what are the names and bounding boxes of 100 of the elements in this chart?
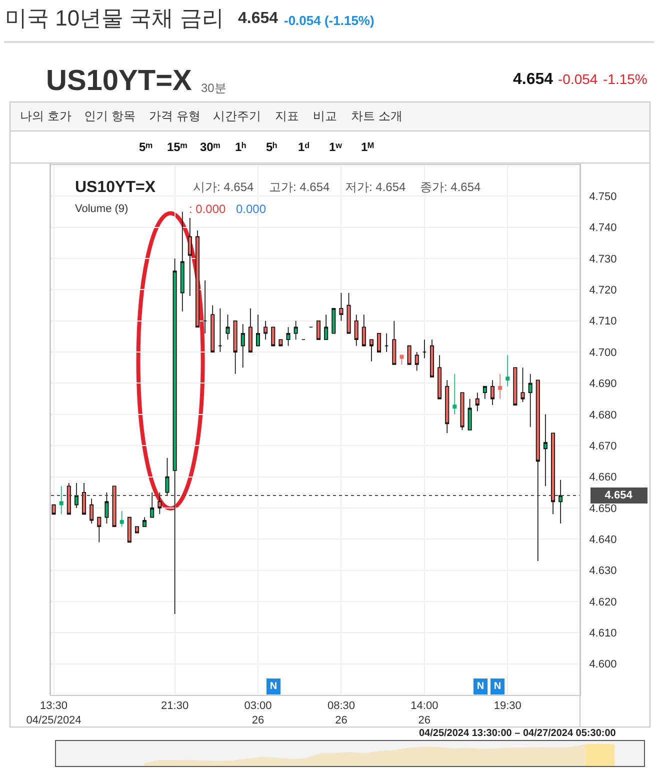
text: US10YT=X <box>46 65 193 97</box>
candlestick <box>165 458 170 496</box>
x-tick-label: 14:00 26 <box>410 700 438 726</box>
annotation: US10YT=X <box>75 179 156 196</box>
candlestick <box>248 308 252 352</box>
candlestick <box>316 320 321 340</box>
annotation: Volume (9) <box>75 203 128 215</box>
annotation: N <box>494 681 502 692</box>
y-tick-label: 4.600 <box>589 658 617 671</box>
candlestick <box>414 352 419 372</box>
candlestick <box>558 479 563 524</box>
candlestick <box>286 326 290 346</box>
candlestick <box>377 332 382 352</box>
candlestick <box>475 392 480 412</box>
candlestick <box>97 516 102 543</box>
candlestick <box>52 504 56 515</box>
candlestick <box>346 292 351 334</box>
y-tick-label: 4.750 <box>589 191 617 204</box>
candlestick <box>112 486 116 528</box>
chart-title: 미국 10년물 국채 금리 <box>5 6 224 31</box>
candlestick <box>90 498 94 524</box>
candlestick <box>536 380 540 562</box>
text: 가격 유형 <box>149 109 200 123</box>
candlestick <box>430 339 434 378</box>
y-tick-label: 4.650 <box>589 502 617 515</box>
candlestick <box>256 314 260 346</box>
text: 4.654 <box>238 10 278 27</box>
candlestick <box>332 308 336 334</box>
text: 5ᵐ <box>139 140 153 154</box>
text: 15ᵐ <box>167 140 188 154</box>
candlestick <box>520 367 525 402</box>
text: -1.15% <box>603 71 648 87</box>
candlestick <box>158 492 162 515</box>
candlestick <box>210 304 215 352</box>
annotation: 0.000 <box>236 202 266 216</box>
x-tick-label: 13:30 04/25/2024 <box>26 700 82 726</box>
x-tick-label: 03:00 26 <box>244 700 272 726</box>
candlestick <box>445 380 450 434</box>
y-tick-label: 4.610 <box>589 628 617 640</box>
y-tick-label: 4.640 <box>589 534 617 546</box>
annotation: N <box>476 681 484 692</box>
candlestick <box>384 332 389 352</box>
y-tick-label: 4.740 <box>589 222 617 234</box>
y-tick-label: 4.730 <box>589 253 617 266</box>
text: 4.654 <box>513 71 554 88</box>
annotation: N <box>270 681 278 692</box>
y-tick-label: 4.720 <box>589 284 617 297</box>
y-tick-label: 4.710 <box>589 316 617 328</box>
candlestick <box>142 516 147 528</box>
candlestick <box>150 492 154 518</box>
candlestick <box>196 230 200 328</box>
candlestick <box>452 373 457 415</box>
annotation: 저가: 4.654 <box>345 180 406 194</box>
candlestick <box>482 386 487 400</box>
candlestick <box>513 367 518 406</box>
candlestick <box>294 320 298 340</box>
candlestick <box>233 320 238 374</box>
x-tick-label: 08:30 26 <box>327 700 355 726</box>
candlestick <box>490 380 494 406</box>
text: -0.054 <box>558 71 598 87</box>
text: 1ʷ <box>329 140 343 154</box>
x-tick-label: 19:30 <box>494 700 522 712</box>
text: 1ᵈ <box>298 140 310 154</box>
text: 나의 호가 <box>20 109 72 123</box>
candlestick <box>422 339 426 359</box>
candlestick <box>438 354 442 400</box>
candlestick <box>74 482 78 508</box>
candlestick <box>180 211 184 312</box>
candlestick <box>354 314 358 346</box>
ref-line-label: 4.654 <box>604 490 634 502</box>
candlestick <box>59 486 64 515</box>
candlestick <box>226 314 230 340</box>
annotation: 시가: 4.654 <box>193 180 254 194</box>
chart-title: 04/25/2024 13:30:00 – 04/27/2024 05:30:00 <box>419 728 616 739</box>
candlestick <box>120 510 124 528</box>
text: 지표 <box>275 109 299 123</box>
candlestick <box>407 345 412 365</box>
candlestick <box>392 320 396 365</box>
candlestick <box>543 414 548 487</box>
annotation: : 0.000 <box>189 202 226 216</box>
candlestick <box>278 339 283 346</box>
candlestick <box>551 432 556 515</box>
text: 시간주기 <box>213 109 261 123</box>
text: 차트 소개 <box>351 109 402 123</box>
candlestick <box>66 482 71 515</box>
annotation: 종가: 4.654 <box>420 180 482 194</box>
y-tick-label: 4.700 <box>589 346 617 359</box>
text: 1ʰ <box>235 140 247 154</box>
y-tick-label: 4.690 <box>589 378 617 390</box>
x-tick-label: 21:30 <box>161 700 189 712</box>
candlestick <box>188 218 192 296</box>
candlestick <box>218 308 222 352</box>
candlestick <box>468 398 472 430</box>
candlestick <box>240 324 245 368</box>
candlestick <box>339 292 344 322</box>
text: 30ᵐ <box>200 140 220 154</box>
candlestick <box>528 373 532 428</box>
text: 1ᴹ <box>361 140 374 154</box>
candlestick <box>362 314 366 346</box>
text: -0.054 (-1.15%) <box>284 13 374 28</box>
